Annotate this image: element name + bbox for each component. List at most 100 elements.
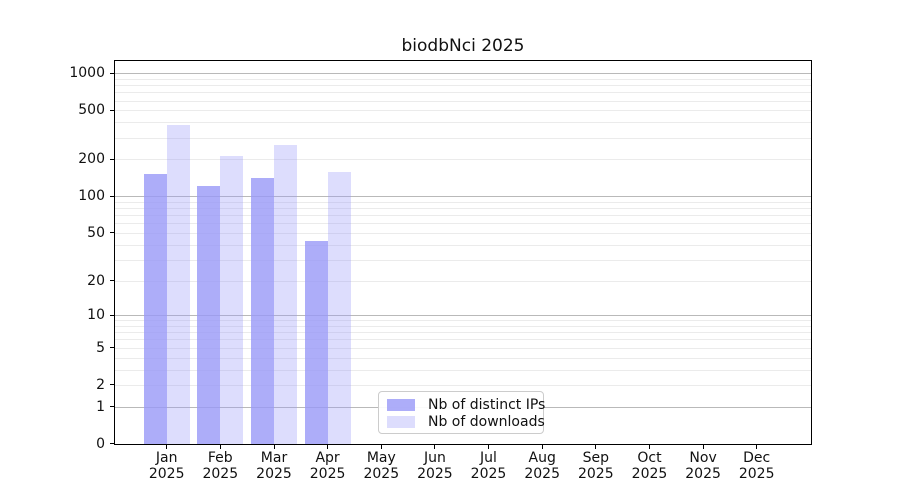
gridline-minor [115,320,811,322]
x-tick-label-nov: Nov 2025 [671,450,735,482]
gridline-minor [115,78,811,80]
gridline-minor [115,326,811,327]
gridline-minor [115,332,811,334]
y-tick-label: 1000 [69,65,105,82]
gridline-major [115,73,811,75]
gridline-minor [115,85,811,87]
x-tick-month: Dec [743,450,771,466]
x-tick-month: Mar [260,450,288,466]
x-tick-label-feb: Feb 2025 [188,450,252,482]
gridline-minor [115,357,811,359]
y-tick-label: 500 [78,102,105,119]
x-tick-month: Sep [582,450,609,466]
x-tick [327,445,329,449]
x-tick-label-mar: Mar 2025 [242,450,306,482]
x-tick [541,445,543,449]
legend-entry-downloads: Nb of downloads [379,413,545,430]
x-tick [649,445,650,449]
gridline-minor [115,347,811,349]
y-tick [110,443,114,445]
x-tick-label-apr: Apr 2025 [296,450,360,482]
y-tick-label: 2 [96,376,105,393]
bar-distinct-ips-jan [143,174,167,444]
gridline-minor [115,215,811,217]
x-tick-year: 2025 [470,466,507,482]
x-tick-month: Nov [689,450,717,466]
chart-title: biodbNci 2025 [401,36,525,56]
x-tick-label-aug: Aug 2025 [510,450,574,482]
bar-downloads-apr [327,172,351,444]
bar-downloads-jan [166,125,190,444]
x-tick-label-oct: Oct 2025 [618,450,682,482]
x-tick-label-jan: Jan 2025 [135,450,199,482]
x-tick-month: May [366,450,396,466]
gridline-minor [115,92,811,94]
x-tick-year: 2025 [148,466,185,482]
x-tick [273,445,275,449]
x-tick-month: Feb [207,450,233,466]
gridline-minor [115,122,811,124]
x-tick-label-dec: Dec 2025 [725,450,789,482]
gridline-minor [115,201,811,203]
gridline-minor [115,232,811,234]
gridline-minor [115,384,811,386]
x-tick [702,445,704,449]
x-tick-label-jul: Jul 2025 [457,450,521,482]
x-tick [488,445,489,449]
legend-label-downloads: Nb of downloads [428,413,545,430]
x-tick-month: Jun [423,450,446,466]
x-tick-month: Oct [637,450,662,466]
y-tick [110,195,114,197]
y-tick-label: 0 [96,435,105,452]
y-tick [110,72,114,74]
x-tick-month: Jan [155,450,178,466]
legend-entry-distinct-ips: Nb of distinct IPs [379,396,546,413]
x-tick-year: 2025 [524,466,560,482]
x-tick [166,445,168,449]
y-tick [110,384,114,386]
x-tick-year: 2025 [738,466,775,482]
y-tick [110,347,114,349]
x-tick-month: Aug [528,450,556,466]
x-tick-year: 2025 [417,466,453,482]
y-tick-label: 200 [78,151,105,168]
x-tick-label-sep: Sep 2025 [564,450,628,482]
gridline-major [115,315,811,317]
gridline-minor [115,110,811,112]
gridline-minor [115,159,811,161]
y-tick [110,232,114,234]
y-tick-label: 5 [96,339,105,356]
gridline-minor [115,280,811,282]
gridline-major [115,196,811,198]
gridline-minor [115,208,811,210]
x-tick-label-jun: Jun 2025 [403,450,467,482]
gridline-minor [115,137,811,139]
y-tick [110,109,114,111]
x-tick-month: Apr [315,450,340,466]
bar-distinct-ips-apr [304,240,328,444]
x-tick-year: 2025 [363,466,400,482]
legend-label-distinct-ips: Nb of distinct IPs [428,396,546,413]
x-tick-year: 2025 [309,466,346,482]
legend-swatch-distinct-ips [387,398,415,411]
x-tick [434,445,436,449]
gridline-minor [115,223,811,225]
x-tick [595,445,597,449]
y-tick [110,280,114,281]
gridline-minor [115,339,811,341]
y-tick-label: 100 [78,188,105,205]
y-tick [110,314,114,316]
x-tick-year: 2025 [577,466,614,482]
bar-downloads-mar [274,145,297,444]
bar-distinct-ips-mar [251,178,274,444]
plot-area: Nb of distinct IPs Nb of downloads [114,60,812,445]
gridline-minor [115,244,811,246]
bar-distinct-ips-feb [197,186,221,444]
x-tick [380,445,382,449]
x-tick [219,445,221,449]
x-tick-year: 2025 [631,466,668,482]
y-tick [110,158,114,160]
x-tick-label-may: May 2025 [349,450,413,482]
bar-downloads-feb [220,156,244,444]
